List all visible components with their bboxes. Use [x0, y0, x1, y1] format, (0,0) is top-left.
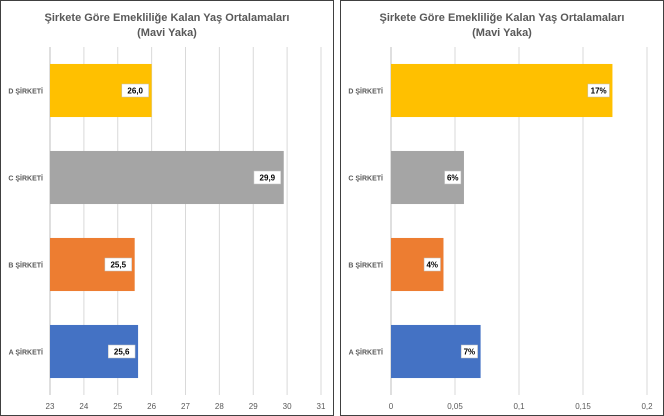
x-tick-label: 24 [79, 402, 88, 411]
x-tick-label: 31 [317, 402, 326, 411]
data-label-box [444, 170, 462, 185]
data-label: 26,0 [127, 87, 143, 96]
category-label: B ŞİRKETİ [348, 262, 383, 270]
x-tick-label: 0,05 [447, 402, 463, 411]
data-label: 4% [426, 261, 438, 270]
data-label-box [104, 257, 132, 272]
data-label: 25,6 [114, 348, 130, 357]
data-label: 7% [464, 348, 476, 357]
x-tick-label: 0,1 [513, 402, 525, 411]
data-label: 17% [591, 87, 607, 96]
category-label: D ŞİRKETİ [348, 88, 383, 96]
x-tick-label: 23 [46, 402, 55, 411]
x-tick-label: 30 [283, 402, 292, 411]
x-tick-label: 28 [215, 402, 224, 411]
bar [50, 150, 284, 205]
chart-subtitle: (Mavi Yaka) [472, 27, 532, 39]
data-label-box [423, 257, 441, 272]
x-tick-label: 0,2 [641, 402, 653, 411]
chart-subtitle: (Mavi Yaka) [137, 27, 197, 39]
category-label: C ŞİRKETİ [8, 175, 43, 183]
chart-panel-left: Şirkete Göre Emekliliğe Kalan Yaş Ortala… [0, 0, 334, 416]
chart-panel-right: Şirkete Göre Emekliliğe Kalan Yaş Ortala… [340, 0, 664, 416]
x-tick-label: 29 [249, 402, 258, 411]
data-label-box [121, 83, 149, 98]
category-label: D ŞİRKETİ [8, 88, 43, 96]
category-label: B ŞİRKETİ [8, 262, 43, 270]
data-label-box [108, 344, 136, 359]
bar-chart-right: 0 0,05 0,1 0,15 0,2 D ŞİRKETİ 17% C ŞİRKETİ 6% B … [348, 47, 653, 411]
x-tick-label: 0,15 [575, 402, 591, 411]
data-label: 6% [447, 174, 459, 183]
category-label: A ŞİRKETİ [349, 349, 383, 357]
data-label: 29,9 [260, 174, 276, 183]
data-label: 25,5 [110, 261, 126, 270]
data-label-box [253, 170, 281, 185]
data-label-box [460, 344, 478, 359]
category-label: A ŞİRKETİ [9, 349, 43, 357]
bar [391, 63, 613, 118]
x-tick-label: 27 [181, 402, 190, 411]
x-tick-label: 26 [147, 402, 156, 411]
chart-title: Şirkete Göre Emekliliğe Kalan Yaş Ortala… [44, 12, 290, 24]
x-tick-label: 25 [113, 402, 122, 411]
bar-chart-left: 23 24 25 26 27 28 29 30 31 D ŞİRKETİ 26,0 C ŞİRKETİ… [8, 47, 326, 411]
category-label: C ŞİRKETİ [348, 175, 383, 183]
chart-title: Şirkete Göre Emekliliğe Kalan Yaş Ortala… [379, 12, 625, 24]
x-tick-label: 0 [389, 402, 394, 411]
data-label-box [587, 83, 610, 98]
